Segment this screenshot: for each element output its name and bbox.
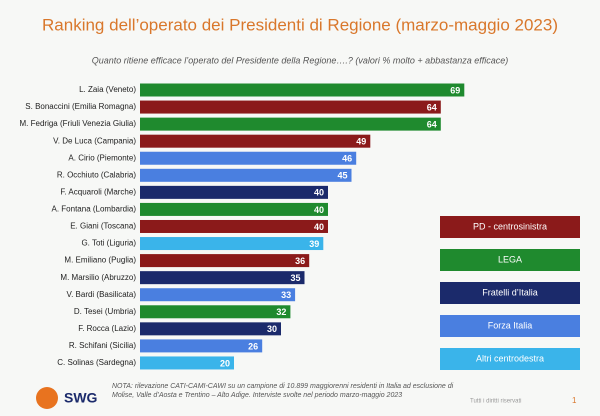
value-label: 69: [450, 85, 460, 95]
bar: [140, 117, 441, 131]
value-label: 64: [427, 102, 437, 112]
category-label: S. Bonaccini (Emilia Romagna): [25, 102, 136, 111]
bar: [140, 322, 281, 336]
category-label: R. Occhiuto (Calabria): [57, 170, 136, 179]
legend-swatch: [440, 249, 580, 271]
legend-swatch: [440, 315, 580, 337]
note: NOTA: rilevazione CATI-CAMI-CAWI su un c…: [112, 383, 454, 399]
bar: [140, 254, 310, 268]
legend-swatch: [440, 282, 580, 304]
value-label: 32: [276, 307, 286, 317]
legend-label: Altri centrodestra: [476, 353, 544, 363]
bar: [140, 237, 324, 251]
legend-label: PD - centrosinistra: [473, 221, 547, 231]
category-label: L. Zaia (Veneto): [79, 85, 136, 94]
category-label: V. Bardi (Basilicata): [66, 290, 136, 299]
value-label: 64: [427, 119, 437, 129]
value-label: 40: [314, 205, 324, 215]
logo-icon: [36, 387, 58, 409]
chart-title: Ranking dell’operato dei Presidenti di R…: [42, 15, 558, 34]
bar: [140, 202, 328, 216]
legend-swatch: [440, 216, 580, 238]
value-label: 40: [314, 188, 324, 198]
value-label: 36: [295, 256, 305, 266]
bar: [140, 168, 352, 182]
category-label: M. Fedriga (Friuli Venezia Giulia): [20, 119, 137, 128]
category-label: C. Solinas (Sardegna): [57, 358, 136, 367]
bar: [140, 288, 296, 302]
value-label: 26: [248, 341, 258, 351]
bar: [140, 356, 234, 370]
value-label: 39: [309, 239, 319, 249]
category-label: G. Toti (Liguria): [81, 239, 136, 248]
category-label: F. Rocca (Lazio): [78, 324, 136, 333]
value-label: 46: [342, 154, 352, 164]
bar: [140, 151, 357, 165]
legend-label: LEGA: [498, 254, 522, 264]
category-label: M. Marsilio (Abruzzo): [60, 273, 136, 282]
category-label: E. Giani (Toscana): [70, 222, 136, 231]
bar: [140, 219, 328, 233]
value-label: 45: [337, 171, 347, 181]
category-label: V. De Luca (Campania): [53, 136, 136, 145]
category-label: F. Acquaroli (Marche): [60, 187, 136, 196]
rights: Tutti i diritti riservati: [470, 399, 521, 405]
category-label: M. Emiliano (Puglia): [64, 256, 136, 265]
value-label: 40: [314, 222, 324, 232]
page-number: 1: [572, 396, 577, 405]
bar: [140, 134, 371, 148]
chart-subtitle: Quanto ritiene efficace l’operato del Pr…: [92, 55, 509, 65]
legend-label: Fratelli d’Italia: [482, 287, 538, 297]
bar: [140, 271, 305, 285]
category-label: D. Tesei (Umbria): [74, 307, 136, 316]
value-label: 20: [220, 358, 230, 368]
category-label: R. Schifani (Sicilia): [69, 341, 136, 350]
bar: [140, 339, 263, 353]
bar: [140, 100, 441, 114]
bar: [140, 185, 328, 199]
category-label: A. Cirio (Piemonte): [68, 153, 136, 162]
value-label: 30: [267, 324, 277, 334]
value-label: 33: [281, 290, 291, 300]
value-label: 35: [290, 273, 300, 283]
legend-swatch: [440, 348, 580, 370]
value-label: 49: [356, 137, 366, 147]
legend-label: Forza Italia: [488, 320, 533, 330]
logo: SWG: [64, 390, 98, 406]
bar: [140, 305, 291, 319]
bar: [140, 83, 465, 97]
category-label: A. Fontana (Lombardia): [52, 205, 137, 214]
